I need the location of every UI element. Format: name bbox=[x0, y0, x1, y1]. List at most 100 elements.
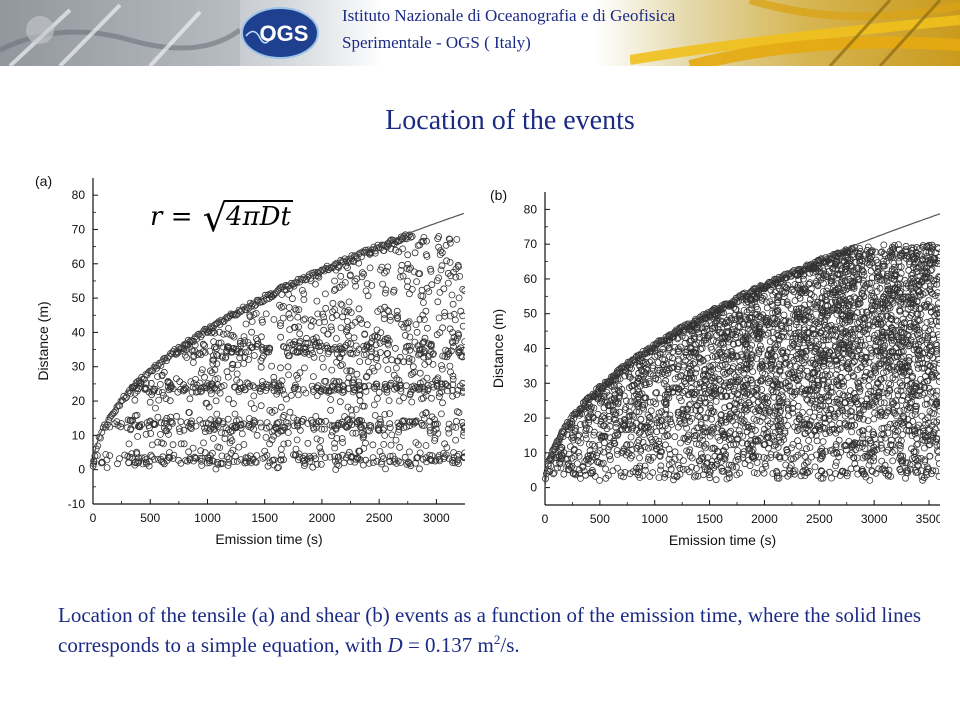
event-point bbox=[181, 386, 189, 394]
event-point bbox=[276, 456, 284, 464]
event-point bbox=[287, 391, 295, 399]
event-point bbox=[444, 269, 452, 277]
event-point bbox=[617, 472, 625, 480]
event-point bbox=[838, 468, 846, 476]
event-point bbox=[418, 286, 426, 294]
event-point bbox=[635, 429, 643, 437]
event-point bbox=[803, 335, 811, 343]
event-point bbox=[332, 466, 340, 473]
event-point bbox=[419, 411, 427, 419]
event-point bbox=[214, 443, 222, 451]
event-point bbox=[835, 453, 843, 461]
event-point bbox=[362, 439, 369, 447]
event-point bbox=[446, 259, 454, 266]
event-point bbox=[454, 261, 462, 269]
event-point bbox=[641, 424, 649, 432]
event-point bbox=[879, 465, 887, 473]
event-point bbox=[438, 380, 445, 388]
event-point bbox=[604, 445, 612, 453]
event-point bbox=[445, 429, 453, 437]
event-point bbox=[204, 329, 212, 337]
event-point bbox=[796, 372, 804, 380]
event-point bbox=[167, 413, 175, 421]
event-point bbox=[832, 357, 840, 365]
event-point bbox=[722, 335, 730, 343]
event-point bbox=[734, 455, 742, 463]
event-point bbox=[777, 332, 785, 340]
event-point bbox=[273, 390, 281, 398]
y-tick-label: -10 bbox=[68, 497, 86, 511]
event-point bbox=[416, 465, 423, 473]
event-point bbox=[657, 466, 664, 474]
event-point bbox=[277, 333, 285, 341]
event-point bbox=[460, 384, 465, 392]
event-point bbox=[702, 336, 709, 344]
event-point bbox=[441, 440, 449, 448]
event-point bbox=[775, 285, 783, 293]
event-point bbox=[898, 252, 906, 260]
event-point bbox=[725, 413, 733, 421]
event-point bbox=[830, 273, 838, 281]
x-axis-label: Emission time (s) bbox=[215, 531, 322, 547]
event-point bbox=[777, 402, 785, 410]
event-point bbox=[684, 431, 692, 439]
event-point bbox=[558, 443, 565, 451]
event-point bbox=[840, 343, 848, 351]
event-point bbox=[664, 332, 672, 340]
event-point bbox=[135, 423, 143, 431]
event-point bbox=[395, 423, 403, 431]
event-point bbox=[741, 392, 749, 400]
event-point bbox=[438, 380, 446, 388]
event-point bbox=[245, 356, 252, 363]
event-point bbox=[888, 266, 896, 273]
event-point bbox=[265, 348, 273, 356]
event-point bbox=[373, 333, 381, 341]
x-tick-label: 500 bbox=[140, 511, 160, 525]
event-point bbox=[798, 449, 806, 457]
slide-title: Location of the events bbox=[385, 105, 635, 136]
event-point bbox=[435, 451, 443, 459]
event-point bbox=[638, 357, 646, 365]
event-point bbox=[611, 386, 619, 394]
event-point bbox=[131, 461, 139, 469]
event-point bbox=[276, 384, 284, 392]
event-point bbox=[452, 436, 460, 444]
event-point bbox=[432, 425, 440, 433]
event-point bbox=[457, 344, 465, 352]
event-point bbox=[345, 385, 352, 393]
event-point bbox=[247, 400, 255, 408]
event-point bbox=[854, 337, 861, 345]
event-point bbox=[111, 420, 119, 428]
event-point bbox=[823, 393, 831, 401]
event-point bbox=[378, 263, 386, 271]
event-point bbox=[353, 370, 361, 378]
event-point bbox=[139, 460, 147, 468]
event-point bbox=[907, 285, 915, 292]
event-point bbox=[804, 306, 812, 314]
event-point bbox=[384, 306, 392, 314]
event-point bbox=[756, 417, 764, 425]
event-point bbox=[936, 460, 940, 467]
event-point bbox=[642, 365, 650, 373]
event-point bbox=[764, 422, 772, 430]
event-point bbox=[229, 422, 236, 430]
event-point bbox=[848, 417, 856, 425]
event-point bbox=[851, 460, 859, 468]
event-point bbox=[422, 442, 430, 449]
event-point bbox=[767, 353, 775, 360]
event-point bbox=[248, 344, 256, 352]
event-point bbox=[352, 406, 360, 413]
event-point bbox=[891, 326, 899, 334]
event-point bbox=[278, 377, 286, 385]
event-point bbox=[411, 249, 419, 257]
event-point bbox=[318, 342, 326, 350]
event-point bbox=[644, 411, 652, 419]
y-tick-label: 60 bbox=[72, 257, 86, 271]
event-point bbox=[406, 418, 414, 426]
event-point bbox=[575, 466, 583, 474]
event-point bbox=[623, 448, 631, 456]
event-point bbox=[789, 409, 797, 417]
event-point bbox=[328, 326, 336, 334]
event-point bbox=[682, 357, 689, 364]
event-point bbox=[455, 409, 463, 417]
